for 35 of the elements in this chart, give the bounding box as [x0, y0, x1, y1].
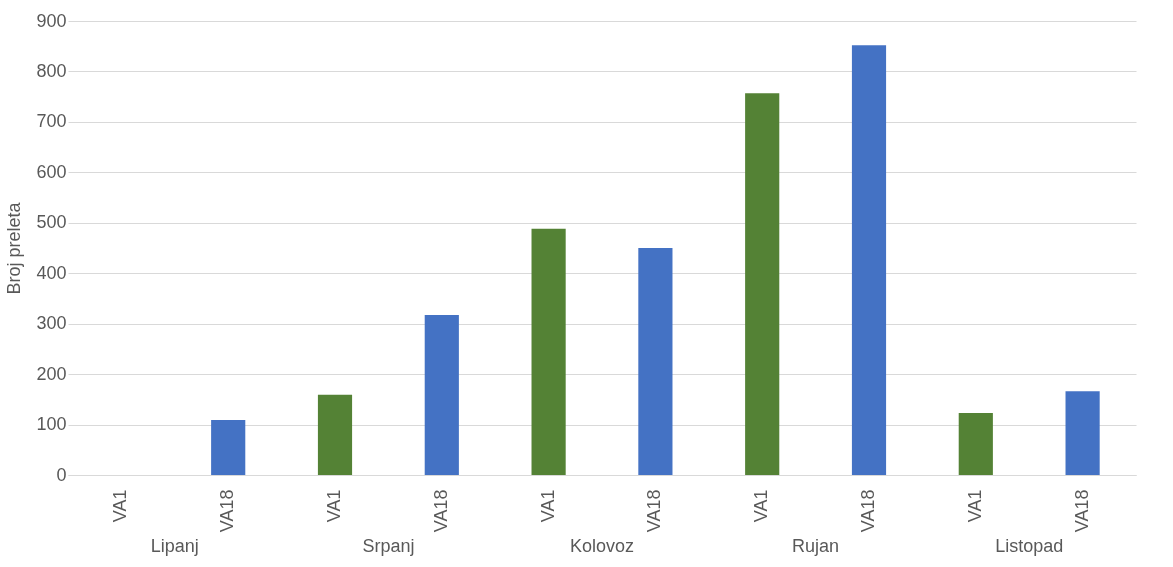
bar [317, 394, 353, 475]
x-tick-label: VA18 [644, 489, 665, 533]
bar [531, 228, 566, 475]
text: Rujan [792, 536, 840, 556]
x-tick-label: VA18 [430, 489, 451, 533]
x-tick-label: VA18 [1071, 489, 1092, 533]
y-tick-label: 100 [36, 414, 67, 435]
y-tick-label: 600 [36, 161, 67, 182]
bar [638, 248, 673, 475]
bar [745, 93, 780, 475]
x-tick-label: VA18 [217, 489, 238, 533]
bar [851, 45, 887, 475]
x-tick-label: VA1 [110, 489, 131, 523]
x-tick-label: VA1 [751, 489, 772, 523]
text: Listopad [995, 536, 1064, 556]
y-tick-label: 700 [36, 111, 67, 132]
y-tick-label: 900 [36, 10, 67, 31]
x-tick-label: VA1 [537, 489, 558, 523]
y-tick-label: 200 [36, 363, 67, 384]
text: Srpanj [362, 536, 415, 556]
bar [958, 412, 993, 475]
x-tick-label: VA1 [964, 489, 985, 523]
bar [424, 315, 459, 475]
y-axis-title: Broj preleta [4, 201, 25, 295]
y-tick-label: 0 [56, 464, 67, 485]
text: Lipanj [150, 536, 199, 556]
x-tick-label: VA1 [324, 489, 344, 523]
x-tick-label: VA18 [858, 489, 878, 533]
y-tick-label: 300 [36, 313, 67, 334]
text: Kolovoz [569, 536, 635, 556]
y-tick-label: 500 [36, 212, 67, 233]
y-tick-label: 800 [36, 60, 67, 81]
bar [211, 420, 246, 475]
bar [1065, 391, 1100, 475]
y-tick-label: 400 [36, 262, 67, 283]
